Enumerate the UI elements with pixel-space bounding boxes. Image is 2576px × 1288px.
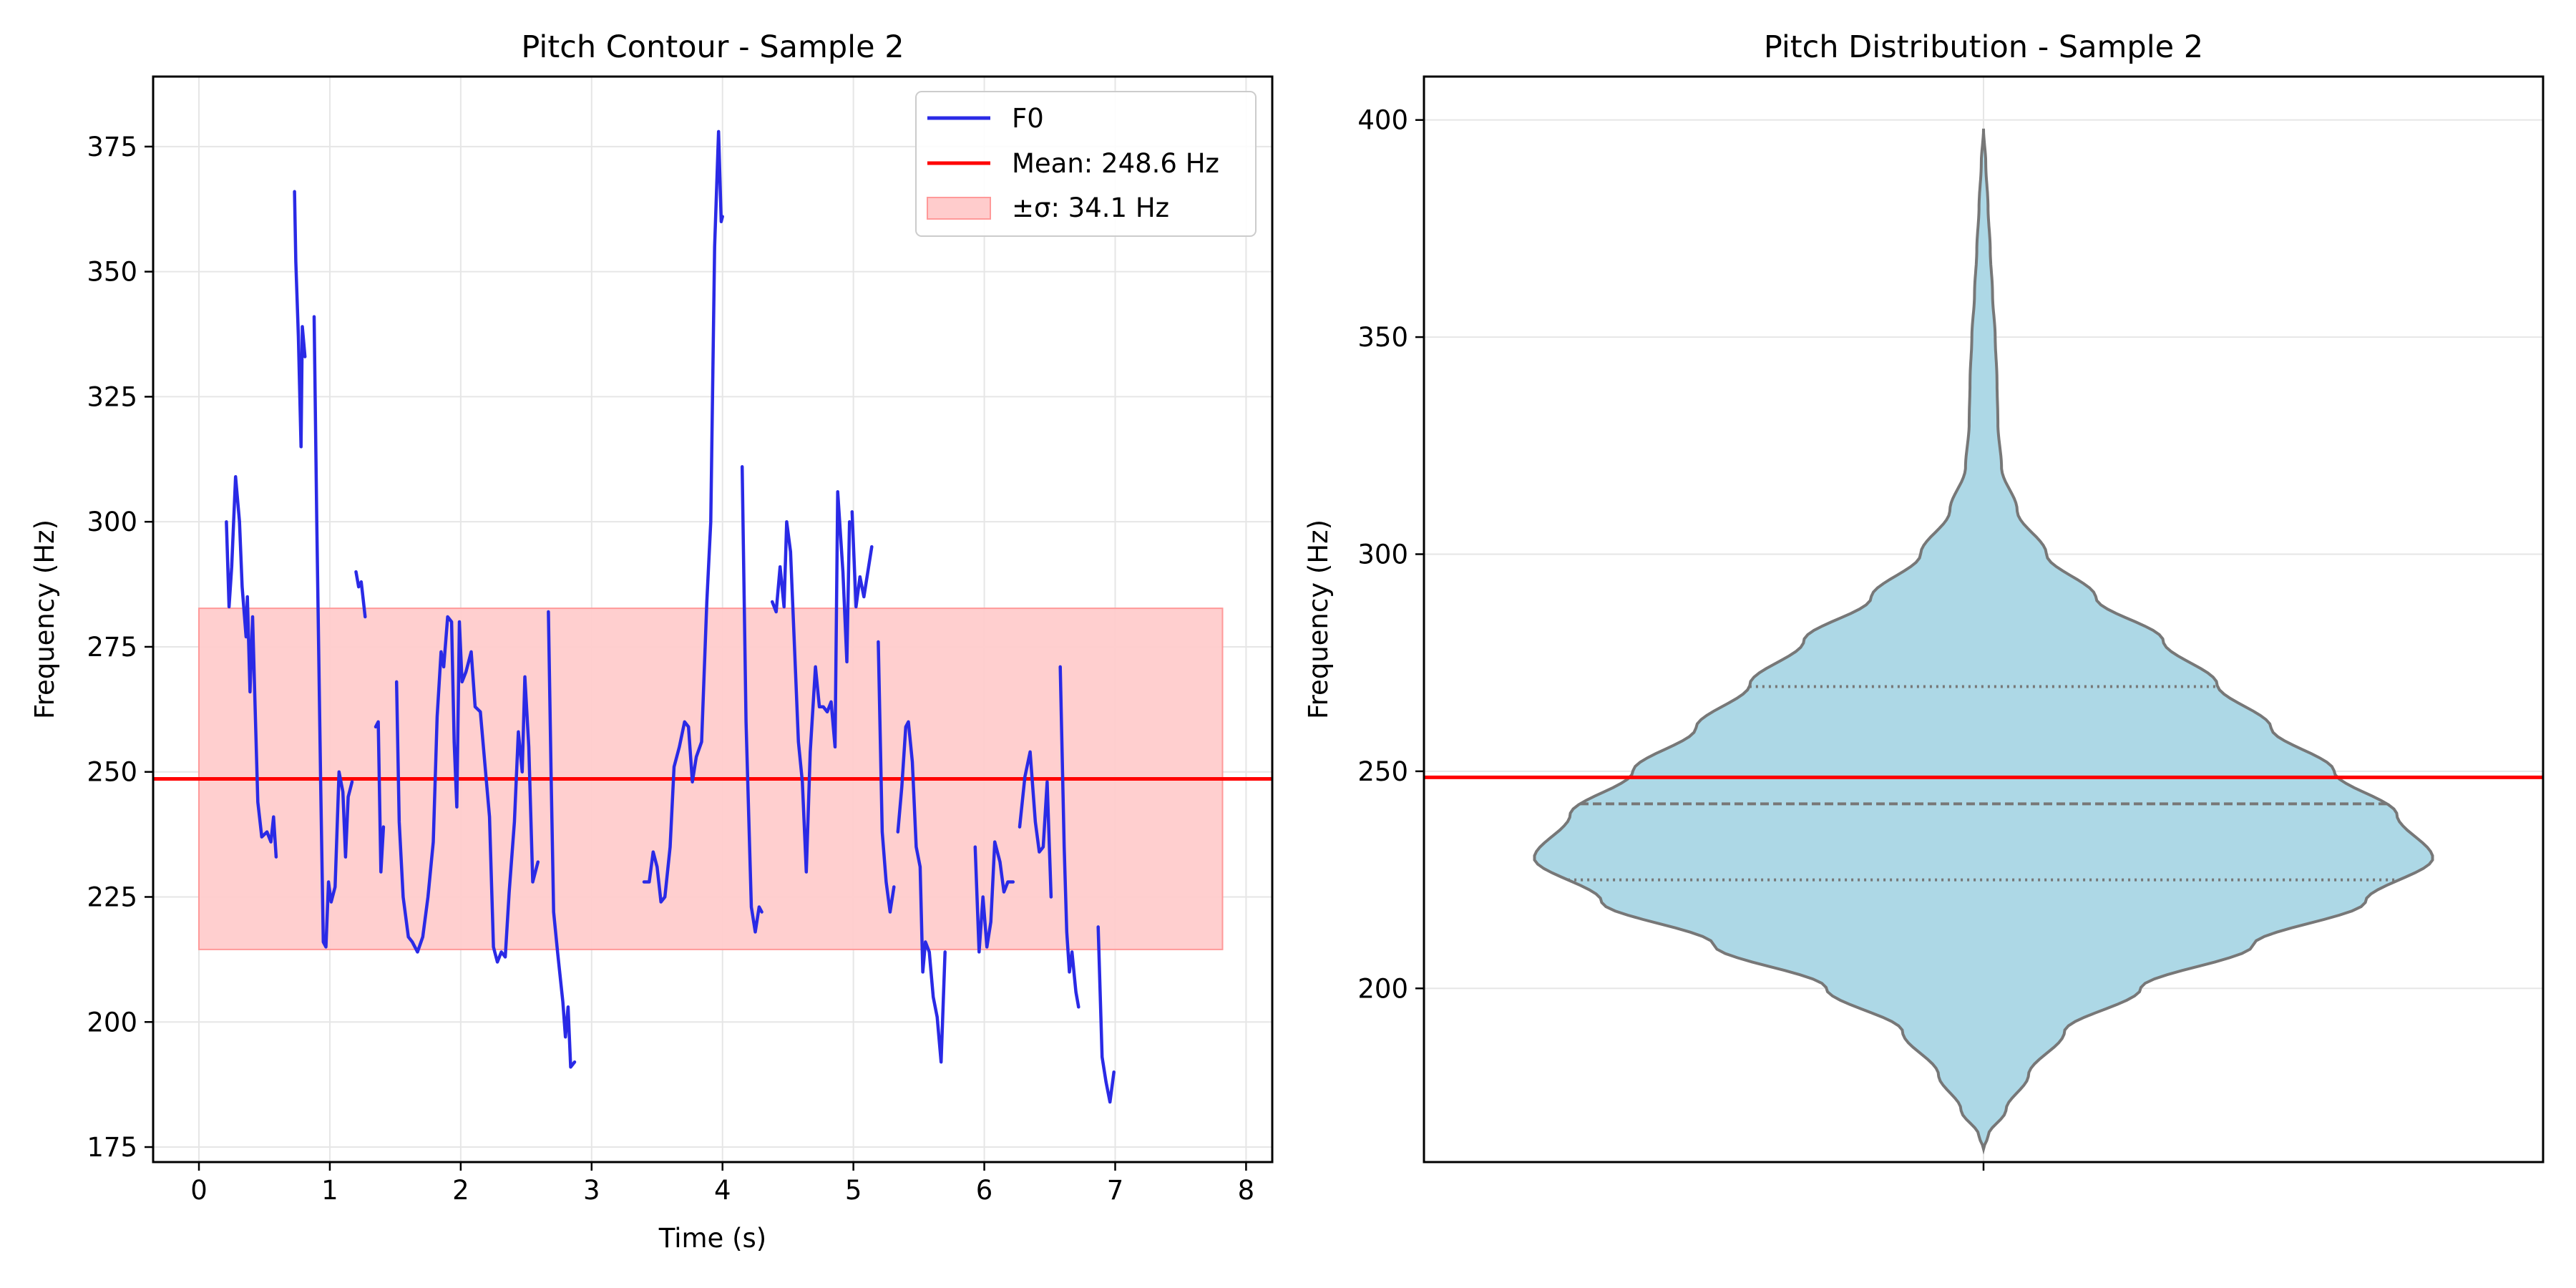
y-tick-label: 225 — [87, 882, 137, 912]
x-tick-label: 5 — [845, 1175, 862, 1206]
f0-segment — [877, 640, 896, 914]
x-tick-label: 2 — [452, 1175, 469, 1206]
violin-body — [1533, 128, 2434, 1155]
legend-f0-label: F0 — [1012, 103, 1044, 134]
y-tick-label: 200 — [87, 1007, 137, 1038]
y-tick-label: 175 — [87, 1132, 137, 1163]
y-tick-label: 300 — [1357, 539, 1408, 570]
y-tick-label: 325 — [87, 381, 137, 412]
contour-title: Pitch Contour - Sample 2 — [521, 29, 904, 65]
pitch-distribution-chart: 200 250 300 350 400 Pitch Distribution - Sam… — [1303, 29, 2545, 1171]
f0-segment — [1058, 665, 1080, 1009]
y-tick-label: 400 — [1357, 105, 1408, 136]
y-tick-label: 300 — [87, 507, 137, 537]
contour-y-ticks: 175 200 225 250 275 300 325 350 375 — [87, 132, 153, 1163]
f0-segment — [896, 720, 947, 1064]
contour-axes-frame — [152, 75, 1274, 1163]
f0-segment — [642, 130, 724, 904]
f0-segment — [1018, 750, 1053, 899]
f0-segment — [374, 720, 386, 874]
x-tick-label: 4 — [714, 1175, 731, 1206]
y-tick-label: 275 — [87, 632, 137, 663]
f0-segment — [312, 315, 354, 949]
y-tick-label: 350 — [1357, 322, 1408, 353]
f0-segment — [394, 615, 540, 964]
legend-band-label: ±σ: 34.1 Hz — [1012, 192, 1169, 223]
contour-x-ticks: 0 1 2 3 4 5 6 7 8 — [190, 1162, 1254, 1206]
contour-y-label: Frequency (Hz) — [29, 519, 60, 719]
x-tick-label: 8 — [1238, 1175, 1255, 1206]
f0-segment — [740, 465, 763, 934]
x-tick-label: 1 — [321, 1175, 338, 1206]
y-tick-label: 375 — [87, 132, 137, 162]
y-tick-label: 350 — [87, 257, 137, 288]
f0-series — [225, 130, 1116, 1104]
x-tick-label: 3 — [583, 1175, 600, 1206]
y-tick-label: 250 — [87, 757, 137, 788]
f0-segment — [850, 509, 874, 609]
f0-segment — [293, 190, 307, 449]
distribution-y-ticks: 200 250 300 350 400 — [1357, 105, 1424, 1004]
y-tick-label: 250 — [1357, 756, 1408, 787]
contour-x-label: Time (s) — [658, 1223, 766, 1254]
f0-segment — [770, 489, 852, 874]
f0-segment — [547, 610, 577, 1069]
x-tick-label: 7 — [1107, 1175, 1124, 1206]
distribution-y-label: Frequency (Hz) — [1303, 519, 1334, 719]
f0-segment — [225, 475, 278, 859]
contour-legend: F0 Mean: 248.6 Hz ±σ: 34.1 Hz — [915, 91, 1257, 237]
legend-band-swatch — [927, 197, 991, 220]
x-tick-label: 6 — [976, 1175, 993, 1206]
x-tick-label: 0 — [190, 1175, 208, 1206]
f0-segment — [973, 840, 1015, 954]
pitch-contour-chart: 0 1 2 3 4 5 6 7 8 175 200 225 250 275 300 325 350 375 Pi… — [29, 29, 1274, 1254]
legend-box — [915, 91, 1257, 237]
distribution-title: Pitch Distribution - Sample 2 — [1764, 29, 2203, 65]
f0-segment — [1096, 925, 1116, 1104]
legend-mean-label: Mean: 248.6 Hz — [1012, 148, 1219, 179]
y-tick-label: 200 — [1357, 973, 1408, 1004]
f0-segment — [354, 570, 367, 619]
